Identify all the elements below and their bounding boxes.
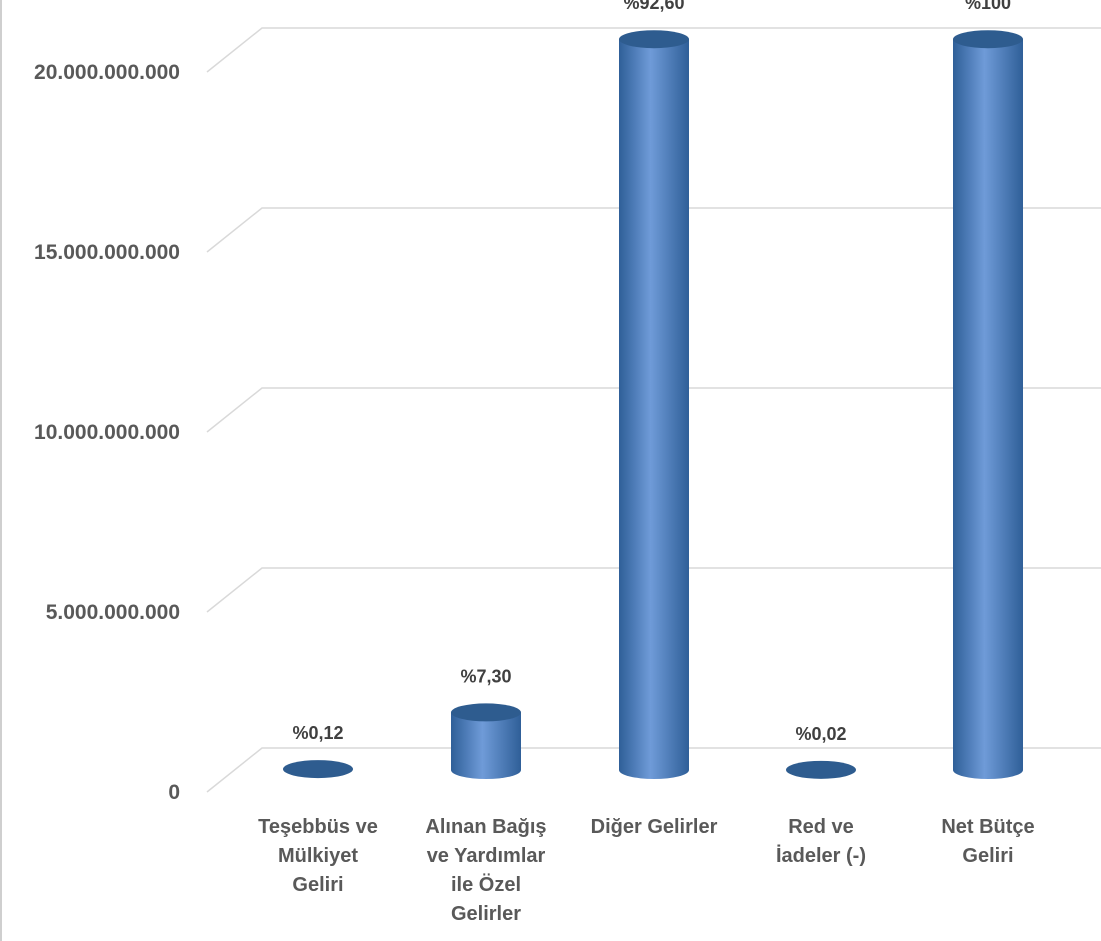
- bar-top: [619, 30, 689, 49]
- category-label-line: Alınan Bağış: [425, 816, 546, 838]
- data-label: %92,60: [623, 0, 684, 13]
- bar-body: [619, 39, 689, 779]
- bars: [283, 30, 1023, 779]
- gridline: [206, 387, 1101, 433]
- category-label: Net Bütçe Geliri: [941, 816, 1034, 867]
- bar-top: [283, 760, 353, 779]
- gridline: [206, 567, 1101, 613]
- bar: [451, 703, 521, 779]
- category-label-line: Teşebbüs ve: [258, 816, 378, 838]
- gridline: [206, 207, 1101, 253]
- category-labels: Teşebbüs ve Mülkiyet Geliri Alınan Bağış ve …: [258, 816, 1035, 925]
- bar: [786, 760, 856, 779]
- gridline: [206, 747, 1101, 793]
- data-label: %100: [965, 0, 1011, 13]
- category-label: Red ve İadeler (-): [776, 816, 866, 867]
- bar-body: [451, 712, 521, 779]
- bar-top: [953, 30, 1023, 49]
- category-label-line: ile Özel: [451, 873, 521, 896]
- data-label: %7,30: [460, 666, 511, 686]
- gridlines: [206, 27, 1101, 793]
- category-label-line: ve Yardımlar: [427, 845, 546, 867]
- bar: [619, 30, 689, 779]
- category-label-line: Diğer Gelirler: [591, 816, 718, 838]
- y-tick-label: 0: [168, 781, 180, 804]
- category-label: Teşebbüs ve Mülkiyet Geliri: [258, 816, 378, 896]
- gridline: [206, 27, 1101, 73]
- category-label-line: Geliri: [292, 874, 343, 896]
- data-label: %0,02: [795, 724, 846, 744]
- bar-body: [953, 39, 1023, 779]
- y-axis-tick-labels: 0 5.000.000.000 10.000.000.000 15.000.000.0…: [34, 61, 180, 804]
- category-label-line: Gelirler: [451, 903, 521, 925]
- category-label-line: Mülkiyet: [278, 845, 358, 867]
- y-tick-label: 10.000.000.000: [34, 421, 180, 444]
- y-tick-label: 20.000.000.000: [34, 61, 180, 84]
- category-label-line: Geliri: [962, 845, 1013, 867]
- data-label: %0,12: [292, 723, 343, 743]
- y-tick-label: 5.000.000.000: [46, 601, 180, 624]
- category-label: Diğer Gelirler: [591, 816, 718, 838]
- bar: [953, 30, 1023, 779]
- bar-top: [451, 703, 521, 722]
- data-labels: %0,12 %7,30 %92,60 %0,02 %100: [292, 0, 1011, 744]
- category-label-line: Net Bütçe: [941, 816, 1034, 838]
- category-label-line: İadeler (-): [776, 844, 866, 867]
- bar-top: [786, 760, 856, 779]
- category-label: Alınan Bağış ve Yardımlar ile Özel Gelirler: [425, 816, 546, 925]
- category-label-line: Red ve: [788, 816, 854, 838]
- y-tick-label: 15.000.000.000: [34, 241, 180, 264]
- bar: [283, 760, 353, 779]
